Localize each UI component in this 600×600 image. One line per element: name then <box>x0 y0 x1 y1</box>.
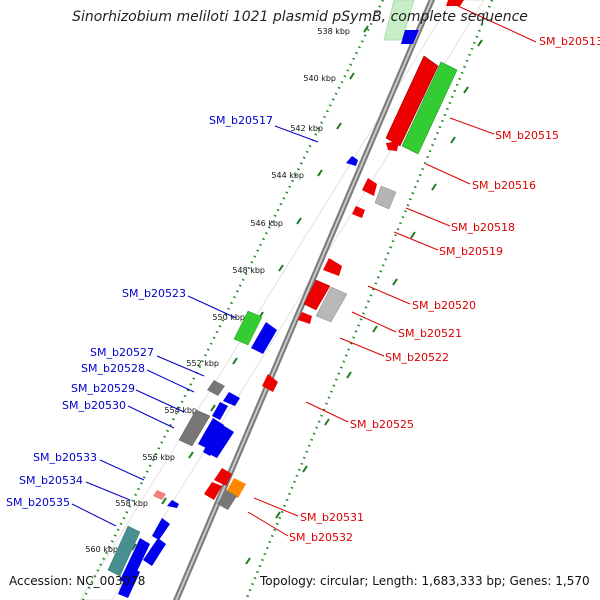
reverse-dotted-track <box>81 0 385 600</box>
label-sm-b20527[interactable]: SM_b20527 <box>90 346 154 359</box>
forward-dotted-track <box>244 0 494 600</box>
scale-tick-label: 540 kbp <box>303 74 336 83</box>
backbone-highlight <box>175 0 433 600</box>
feature-sm-b20532[interactable] <box>217 490 237 510</box>
scale-tick-label: 548 kbp <box>232 266 265 275</box>
scale-tick-mark <box>463 86 469 94</box>
feature-sm-b20525[interactable] <box>262 374 278 392</box>
feature-blue-551[interactable] <box>251 322 277 354</box>
label-sm-b20528[interactable]: SM_b20528 <box>81 362 145 375</box>
scale-tick-mark <box>349 72 355 80</box>
label-sm-b20519[interactable]: SM_b20519 <box>439 245 503 258</box>
scale-tick-mark <box>210 404 216 412</box>
feature-green-pair[interactable] <box>401 61 458 155</box>
label-sm-b20523[interactable]: SM_b20523 <box>122 287 186 300</box>
feature-sm-b20516[interactable] <box>386 141 399 151</box>
label-sm-b20516[interactable]: SM_b20516 <box>472 179 536 192</box>
feature-blue-559[interactable] <box>143 538 166 566</box>
label-sm-b20518[interactable]: SM_b20518 <box>451 221 515 234</box>
label-sm-b20517[interactable]: SM_b20517 <box>209 114 273 127</box>
scale-tick-mark <box>346 371 352 379</box>
scale-tick-label: 538 kbp <box>317 27 350 36</box>
feature-sm-b20520[interactable] <box>323 258 342 276</box>
label-sm-b20533[interactable]: SM_b20533 <box>33 451 97 464</box>
scale-tick-mark <box>188 451 194 459</box>
reverse-gene-labels: SM_b20517 SM_b20523 SM_b20527 SM_b20528 … <box>6 114 273 509</box>
scale-tick-mark <box>336 122 342 130</box>
label-sm-b20513[interactable]: SM_b20513 <box>539 35 600 48</box>
feature-pale-green-top[interactable] <box>383 0 415 41</box>
label-sm-b20515[interactable]: SM_b20515 <box>495 129 559 142</box>
scale-tick-mark <box>278 264 284 272</box>
feature-sm-b20521[interactable] <box>303 279 331 311</box>
feature-red-557[interactable] <box>204 482 222 500</box>
feature-blue-560b[interactable] <box>118 566 140 598</box>
feature-blue-542[interactable] <box>346 156 358 166</box>
label-sm-b20534[interactable]: SM_b20534 <box>19 474 83 487</box>
scale-tick-mark <box>477 39 483 47</box>
scale-tick-label: 544 kbp <box>271 171 304 180</box>
label-sm-b20530[interactable]: SM_b20530 <box>62 399 126 412</box>
feature-sm-b20535[interactable] <box>152 518 170 540</box>
feature-blue-555[interactable] <box>203 444 214 456</box>
topology-text: Topology: circular; Length: 1,683,333 bp… <box>260 574 590 588</box>
feature-sm-b20513[interactable] <box>446 0 464 6</box>
label-sm-b20529[interactable]: SM_b20529 <box>71 382 135 395</box>
forward-gene-labels: SM_b20513 SM_b20515 SM_b20516 SM_b20518 … <box>289 35 600 544</box>
scale-tick-label: 560 kbp <box>85 545 118 554</box>
gene-features <box>107 0 464 598</box>
scale-tick-mark <box>245 557 251 565</box>
scale-tick-label: 550 kbp <box>212 313 245 322</box>
scale-tick-label: 546 kbp <box>250 219 283 228</box>
scale-tick-label: 558 kbp <box>115 499 148 508</box>
scale-tick-mark <box>392 278 398 286</box>
feature-sm-b20518[interactable] <box>362 178 377 196</box>
feature-gray-546[interactable] <box>374 185 397 210</box>
accession-text: Accession: NC_003078 <box>9 574 146 588</box>
label-sm-b20531[interactable]: SM_b20531 <box>300 511 364 524</box>
label-sm-b20521[interactable]: SM_b20521 <box>398 327 462 340</box>
feature-sm-b20522[interactable] <box>298 312 312 324</box>
scale-tick-mark <box>296 217 302 225</box>
scale-tick-label: 552 kbp <box>186 359 219 368</box>
feature-sm-b20529[interactable] <box>212 402 228 420</box>
feature-sm-b20515[interactable] <box>385 55 439 147</box>
feature-blue-top[interactable] <box>401 30 419 44</box>
label-sm-b20532[interactable]: SM_b20532 <box>289 531 353 544</box>
feature-sm-b20528[interactable] <box>223 392 240 406</box>
scale-tick-mark <box>410 231 416 239</box>
scale-tick-mark <box>363 25 369 33</box>
scale-tick-label: 542 kbp <box>290 124 323 133</box>
scale-tick-mark <box>317 169 323 177</box>
scale-tick-mark <box>232 357 238 365</box>
scale-tick-mark <box>431 183 437 191</box>
feature-sm-b20523[interactable] <box>233 310 263 346</box>
feature-sm-b20534[interactable] <box>167 500 179 508</box>
scale-tick-label: 556 kbp <box>142 453 175 462</box>
label-sm-b20535[interactable]: SM_b20535 <box>6 496 70 509</box>
scale-tick-mark <box>372 325 378 333</box>
feature-sm-b20531[interactable] <box>214 468 232 486</box>
feature-sm-b20530[interactable] <box>178 409 211 447</box>
scale-tick-mark <box>302 465 308 473</box>
label-sm-b20522[interactable]: SM_b20522 <box>385 351 449 364</box>
scale-tick-mark <box>275 511 281 519</box>
callout-lines <box>71 5 537 537</box>
scale-tick-mark <box>131 543 137 551</box>
label-sm-b20520[interactable]: SM_b20520 <box>412 299 476 312</box>
label-sm-b20525[interactable]: SM_b20525 <box>350 418 414 431</box>
feature-teal-559[interactable] <box>107 525 141 577</box>
feature-sm-b20519[interactable] <box>352 206 365 218</box>
scale-tick-mark <box>450 136 456 144</box>
map-title: Sinorhizobium meliloti 1021 plasmid pSym… <box>72 9 528 25</box>
scale-tick-mark <box>161 497 167 505</box>
scale-tick-mark <box>324 418 330 426</box>
feature-sm-b20527[interactable] <box>207 380 225 396</box>
scale-band <box>79 0 485 600</box>
feature-gray-550[interactable] <box>315 286 348 323</box>
feature-sm-b20533[interactable] <box>153 490 166 500</box>
feature-blue-554a[interactable] <box>198 418 224 450</box>
